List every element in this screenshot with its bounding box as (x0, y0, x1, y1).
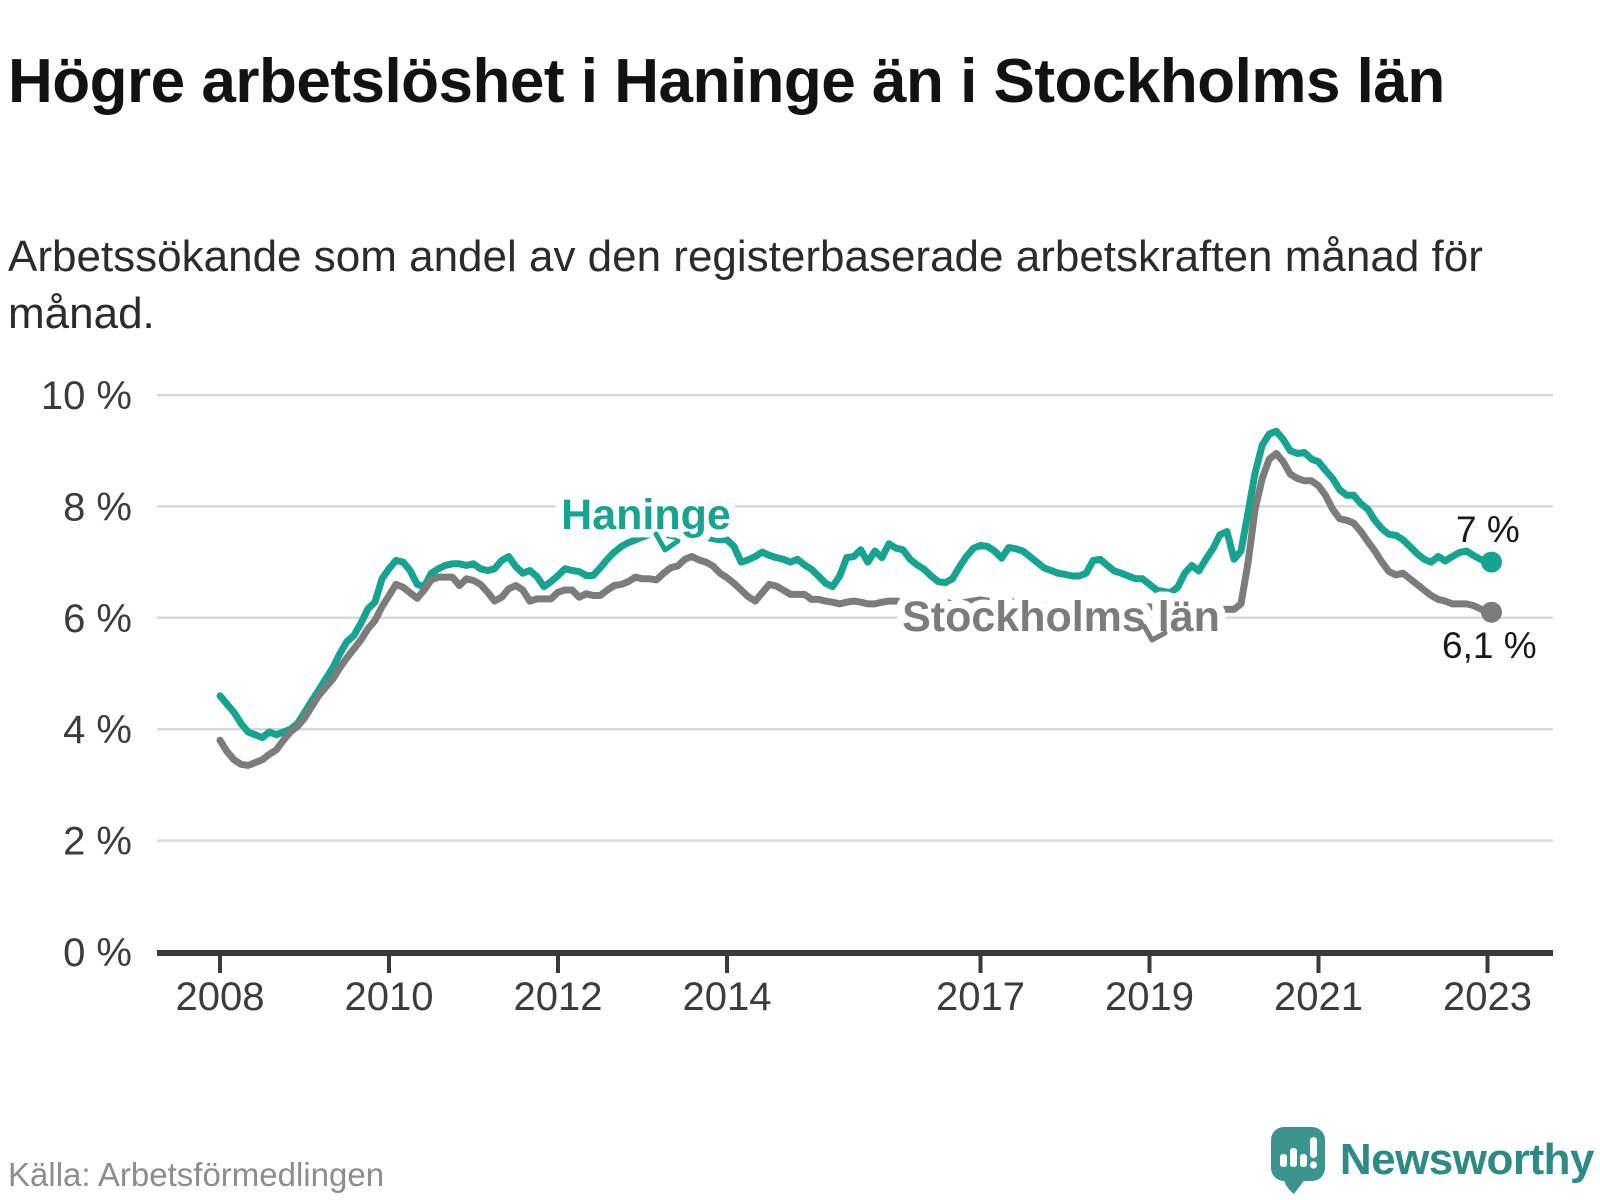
x-axis-label: 2010 (345, 975, 434, 1019)
y-axis-label: 6 % (63, 597, 132, 641)
x-axis-label: 2014 (683, 975, 772, 1019)
y-axis-label: 8 % (63, 485, 132, 529)
chart-subtitle: Arbetssökande som andel av den registerb… (8, 232, 1483, 339)
y-axis-label: 2 % (63, 820, 132, 864)
stockholm-label-arrow (1141, 623, 1168, 643)
stockholm-line (216, 450, 1491, 769)
x-axis-label: 2023 (1443, 975, 1532, 1019)
x-axis-label: 2021 (1274, 975, 1363, 1019)
source-note: Källa: Arbetsförmedlingen (8, 1156, 385, 1193)
newsworthy-logo: Newsworthy (1270, 1126, 1595, 1194)
haninge-end-dot (1481, 551, 1502, 573)
stockholm-series-label: Stockholms län (902, 593, 1220, 641)
x-axis-label: 2008 (176, 975, 265, 1019)
haninge-label-arrow (653, 531, 681, 553)
x-axis-label: 2019 (1105, 975, 1194, 1019)
stockholm-end-value-label: 6,1 % (1442, 625, 1537, 666)
y-axis-label: 4 % (63, 708, 132, 752)
x-axis-label: 2017 (936, 975, 1025, 1019)
haninge-series-label: Haninge (561, 491, 731, 539)
logo-bubble-icon (1270, 1127, 1325, 1194)
chart-footer: Källa: Arbetsförmedlingen Newsworthy (0, 1126, 1600, 1194)
haninge-line (216, 427, 1491, 742)
chart-title: Högre arbetslöshet i Haninge än i Stockh… (8, 46, 1445, 116)
line-chart: 10 % 8 % 6 % 4 % 2 % 0 % 2008 2010 2012 2014 2017 2… (41, 374, 1553, 1019)
x-axis-label: 2012 (514, 975, 603, 1019)
haninge-end-value-label: 7 % (1456, 509, 1520, 550)
logo-text: Newsworthy (1339, 1135, 1595, 1184)
stockholm-end-dot (1481, 601, 1502, 623)
y-axis-label: 10 % (41, 374, 132, 418)
y-axis-label: 0 % (63, 931, 132, 975)
